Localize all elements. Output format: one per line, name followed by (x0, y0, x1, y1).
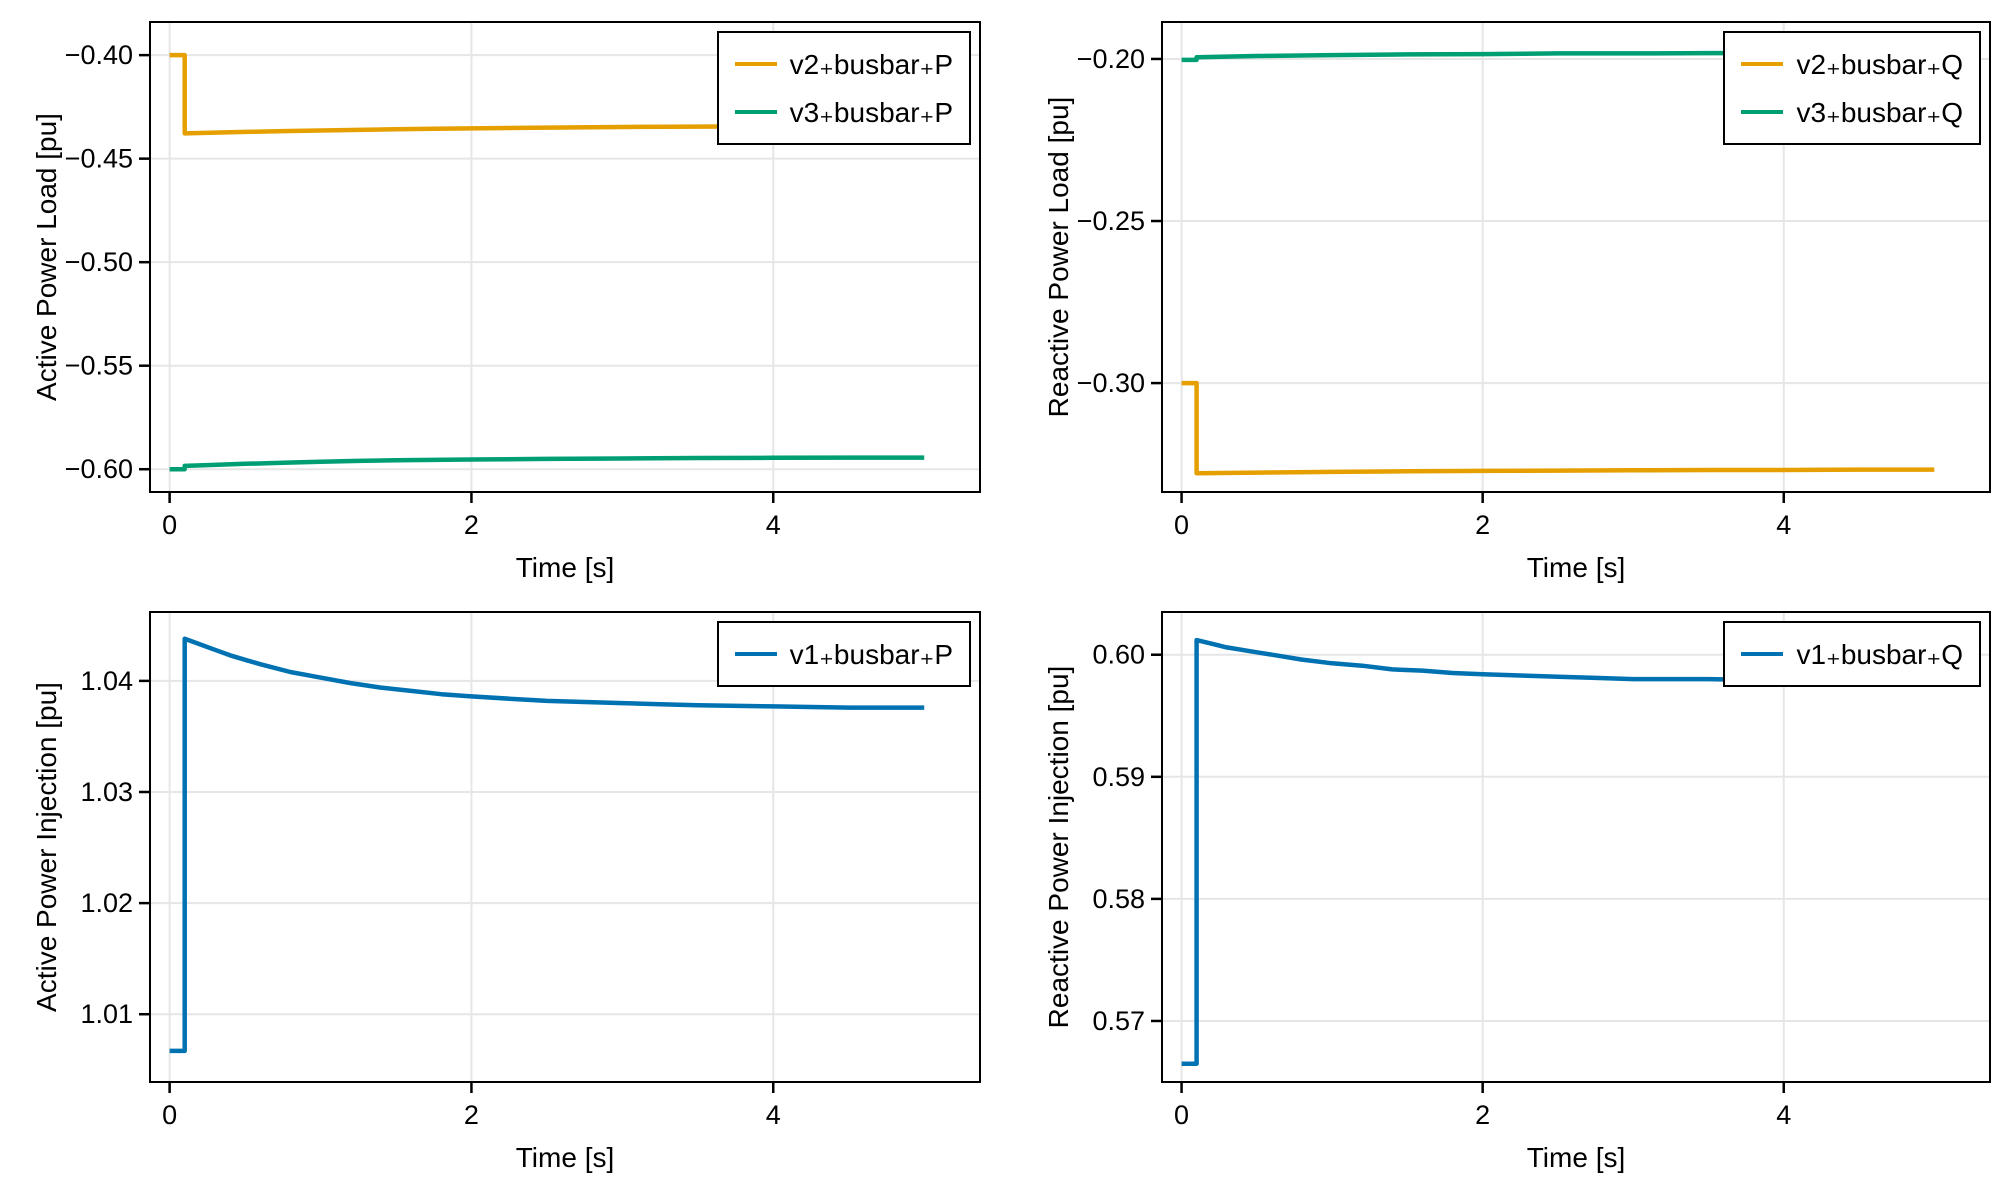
legend-line-sample (1741, 62, 1784, 66)
y-tick-label: 0.58 (1092, 884, 1145, 914)
legend-item: v3₊busbar₊P (734, 90, 953, 134)
x-tick-label: 4 (766, 510, 781, 540)
y-tick-label: −0.40 (65, 40, 133, 70)
x-tick-label: 0 (162, 510, 177, 540)
legend-item: v2₊busbar₊Q (1741, 42, 1963, 86)
legend-label: v1₊busbar₊Q (1796, 638, 1963, 670)
x-tick-label: 2 (1475, 510, 1490, 540)
legend-line-sample (1741, 652, 1784, 656)
legend: v2₊busbar₊Q v3₊busbar₊Q (1723, 31, 1981, 145)
legend-label: v2₊busbar₊Q (1796, 48, 1963, 80)
axes-spine (1161, 21, 1991, 493)
y-tick-label: −0.50 (65, 247, 133, 277)
legend-line-sample (734, 110, 777, 114)
series-line (169, 636, 925, 1054)
x-axis-label: Time [s] (1526, 1142, 1626, 1173)
axes-spine (149, 611, 981, 1083)
y-tick-label: 1.02 (80, 888, 133, 918)
y-tick-label: −0.55 (65, 351, 133, 381)
legend-line-sample (1741, 110, 1784, 114)
y-tick-label: 0.59 (1092, 762, 1145, 792)
x-tick-label: 4 (766, 1100, 781, 1130)
x-tick-label: 2 (464, 1100, 479, 1130)
series-line (1181, 637, 1935, 1066)
legend-line-sample (734, 62, 777, 66)
y-axis-label: Reactive Power Load [pu] (1043, 96, 1074, 418)
legend: v1₊busbar₊P (716, 621, 971, 687)
legend-label: v1₊busbar₊P (789, 638, 953, 670)
x-tick-label: 0 (1174, 1100, 1189, 1130)
y-tick-label: 0.57 (1092, 1006, 1145, 1036)
x-tick-label: 4 (1776, 510, 1791, 540)
legend-item: v1₊busbar₊Q (1741, 632, 1963, 676)
x-axis-label: Time [s] (1526, 552, 1626, 583)
x-tick-label: 0 (1174, 510, 1189, 540)
legend-label: v3₊busbar₊Q (1796, 96, 1963, 128)
legend-item: v2₊busbar₊P (734, 42, 953, 86)
y-axis-label: Active Power Load [pu] (31, 113, 62, 401)
legend-label: v3₊busbar₊P (789, 96, 953, 128)
y-tick-label: 1.04 (80, 666, 133, 696)
y-tick-label: −0.25 (1077, 206, 1145, 236)
y-tick-label: 1.03 (80, 777, 133, 807)
y-tick-label: −0.30 (1077, 368, 1145, 398)
series-line (1181, 380, 1935, 476)
y-axis-label: Active Power Injection [pu] (31, 682, 62, 1012)
axes-spine (1161, 611, 1991, 1083)
y-tick-label: 0.60 (1092, 640, 1145, 670)
legend: v2₊busbar₊P v3₊busbar₊P (716, 31, 971, 145)
y-tick-label: −0.20 (1077, 44, 1145, 74)
legend-item: v1₊busbar₊P (734, 632, 953, 676)
y-tick-label: −0.45 (65, 144, 133, 174)
x-axis-label: Time [s] (515, 1142, 615, 1173)
y-tick-label: 1.01 (80, 999, 133, 1029)
legend: v1₊busbar₊Q (1723, 621, 1981, 687)
legend-line-sample (734, 652, 777, 656)
x-tick-label: 4 (1776, 1100, 1791, 1130)
legend-item: v3₊busbar₊Q (1741, 90, 1963, 134)
x-axis-label: Time [s] (515, 552, 615, 583)
x-tick-label: 2 (1475, 1100, 1490, 1130)
y-axis-label: Reactive Power Injection [pu] (1043, 665, 1074, 1029)
y-tick-label: −0.60 (65, 454, 133, 484)
legend-label: v2₊busbar₊P (789, 48, 953, 80)
x-tick-label: 0 (162, 1100, 177, 1130)
x-tick-label: 2 (464, 510, 479, 540)
series-line (169, 455, 925, 472)
axes-spine (149, 21, 981, 493)
